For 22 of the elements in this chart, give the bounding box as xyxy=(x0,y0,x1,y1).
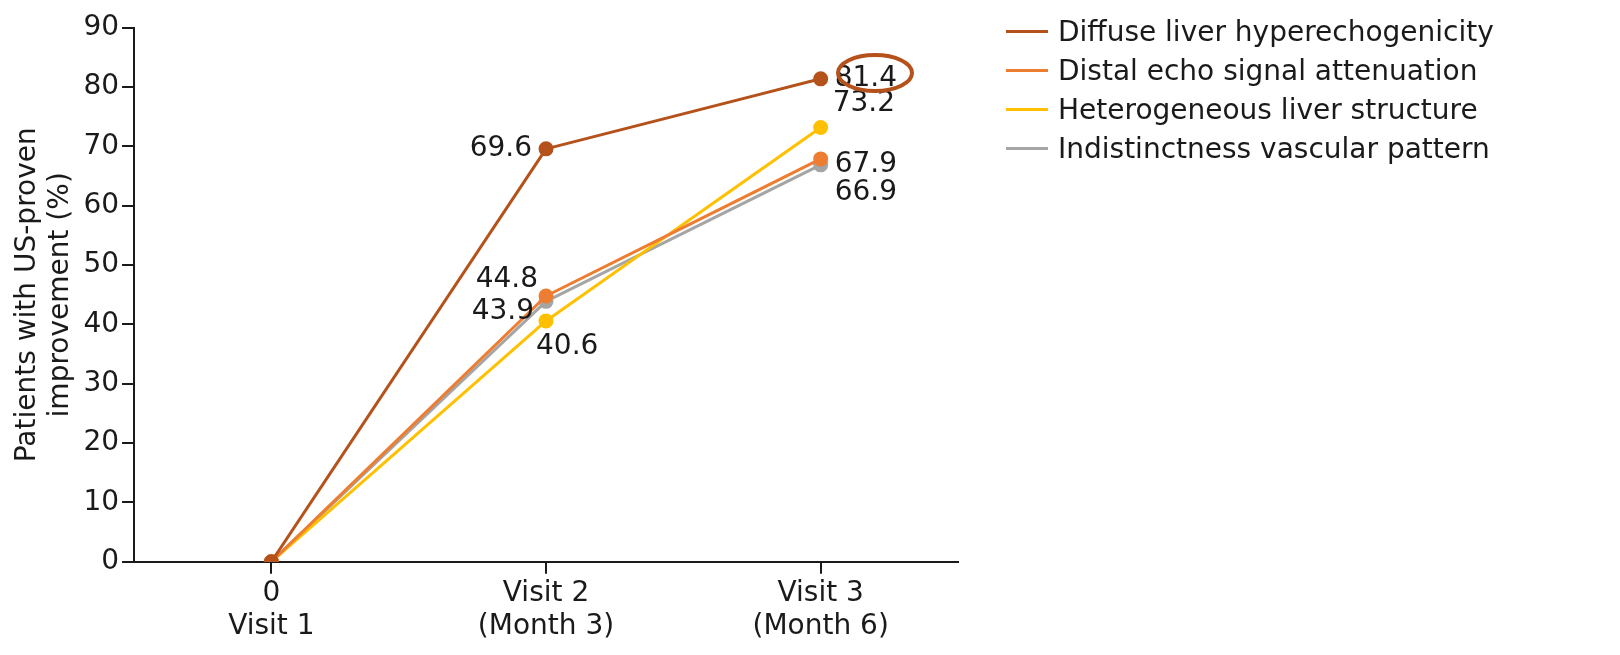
y-tick-label: 90 xyxy=(83,9,120,43)
y-tick-label: 30 xyxy=(83,365,120,399)
data-label: 44.8 xyxy=(475,261,539,295)
y-tick-label: 10 xyxy=(83,483,120,517)
data-label: 69.6 xyxy=(469,130,533,164)
y-tick-label: 40 xyxy=(83,305,120,339)
y-axis-title: Patients with US-proven improvement (%) xyxy=(9,127,75,463)
x-tick-label: 0 Visit 1 xyxy=(228,574,315,642)
y-tick-label: 80 xyxy=(83,68,120,102)
legend-label: Diffuse liver hyperechogenicity xyxy=(1058,15,1494,48)
legend-label: Indistinctness vascular pattern xyxy=(1058,132,1490,165)
y-tick-label: 50 xyxy=(83,246,120,280)
data-label: 43.9 xyxy=(471,292,535,326)
x-tick-label: Visit 3 (Month 6) xyxy=(752,574,889,642)
x-tick-label: Visit 2 (Month 3) xyxy=(477,574,615,642)
y-tick-label: 0 xyxy=(101,543,120,577)
data-label: 40.6 xyxy=(536,328,599,362)
legend-label: Heterogeneous liver structure xyxy=(1058,93,1478,126)
legend-label: Distal echo signal attenuation xyxy=(1058,54,1478,87)
y-tick-label: 20 xyxy=(83,424,120,458)
y-tick-label: 70 xyxy=(83,127,120,161)
y-tick-label: 60 xyxy=(83,187,120,221)
